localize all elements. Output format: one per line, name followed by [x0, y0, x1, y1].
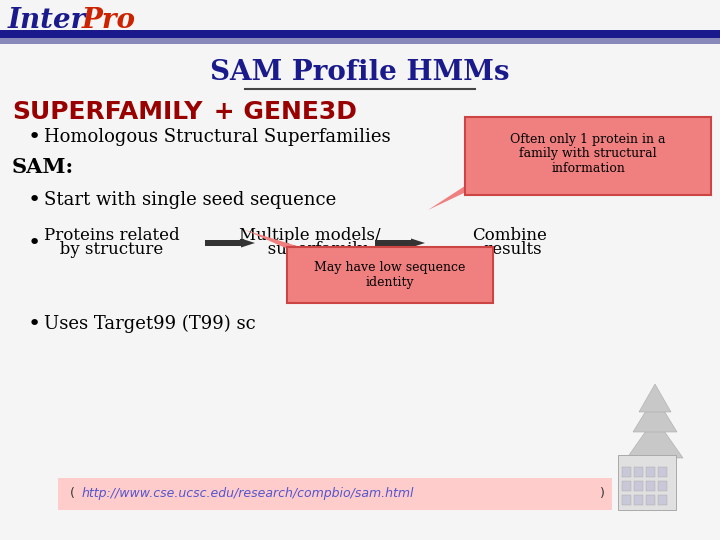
Text: Combine: Combine: [472, 227, 547, 245]
Polygon shape: [633, 396, 677, 432]
FancyBboxPatch shape: [58, 478, 612, 510]
Text: •: •: [28, 190, 41, 210]
FancyBboxPatch shape: [465, 117, 711, 195]
Polygon shape: [375, 239, 425, 247]
Text: SAM:: SAM:: [12, 157, 74, 177]
FancyBboxPatch shape: [634, 481, 643, 491]
FancyBboxPatch shape: [287, 247, 493, 303]
Polygon shape: [205, 239, 255, 247]
Text: by structure: by structure: [44, 241, 163, 259]
Text: Multiple models/: Multiple models/: [239, 227, 381, 245]
FancyBboxPatch shape: [658, 495, 667, 505]
Bar: [0, 38, 720, 44]
Polygon shape: [627, 418, 683, 458]
Text: (: (: [70, 488, 79, 501]
FancyBboxPatch shape: [618, 455, 676, 510]
Text: Homologous Structural Superfamilies: Homologous Structural Superfamilies: [44, 128, 391, 146]
FancyBboxPatch shape: [622, 495, 631, 505]
Text: •: •: [28, 233, 41, 253]
FancyBboxPatch shape: [658, 467, 667, 477]
Text: Start with single seed sequence: Start with single seed sequence: [44, 191, 336, 209]
Text: Inter: Inter: [8, 6, 86, 33]
FancyBboxPatch shape: [646, 481, 655, 491]
Polygon shape: [639, 384, 671, 412]
Text: •: •: [28, 127, 41, 147]
Text: Proteins related: Proteins related: [44, 227, 179, 245]
Text: http://www.cse.ucsc.edu/research/compbio/sam.html: http://www.cse.ucsc.edu/research/compbio…: [82, 488, 415, 501]
FancyBboxPatch shape: [646, 495, 655, 505]
Text: superfamily: superfamily: [253, 241, 367, 259]
Text: Uses Target99 (T99) sc: Uses Target99 (T99) sc: [44, 315, 256, 333]
FancyBboxPatch shape: [634, 467, 643, 477]
Text: SAM Profile HMMs: SAM Profile HMMs: [210, 58, 510, 85]
Text: + GENE3D: + GENE3D: [205, 100, 357, 124]
Text: results: results: [479, 241, 541, 259]
FancyBboxPatch shape: [658, 481, 667, 491]
Text: May have low sequence
identity: May have low sequence identity: [315, 261, 466, 289]
Text: ): ): [600, 488, 605, 501]
Polygon shape: [245, 230, 310, 250]
FancyBboxPatch shape: [622, 467, 631, 477]
Text: •: •: [28, 314, 41, 334]
FancyBboxPatch shape: [646, 467, 655, 477]
Polygon shape: [428, 184, 483, 210]
Text: Often only 1 protein in a
family with structural
information: Often only 1 protein in a family with st…: [510, 132, 666, 176]
FancyBboxPatch shape: [622, 481, 631, 491]
FancyBboxPatch shape: [634, 495, 643, 505]
Bar: [0, 30, 720, 38]
Text: SUPERFAMILY: SUPERFAMILY: [12, 100, 202, 124]
Text: Pro: Pro: [82, 6, 136, 33]
